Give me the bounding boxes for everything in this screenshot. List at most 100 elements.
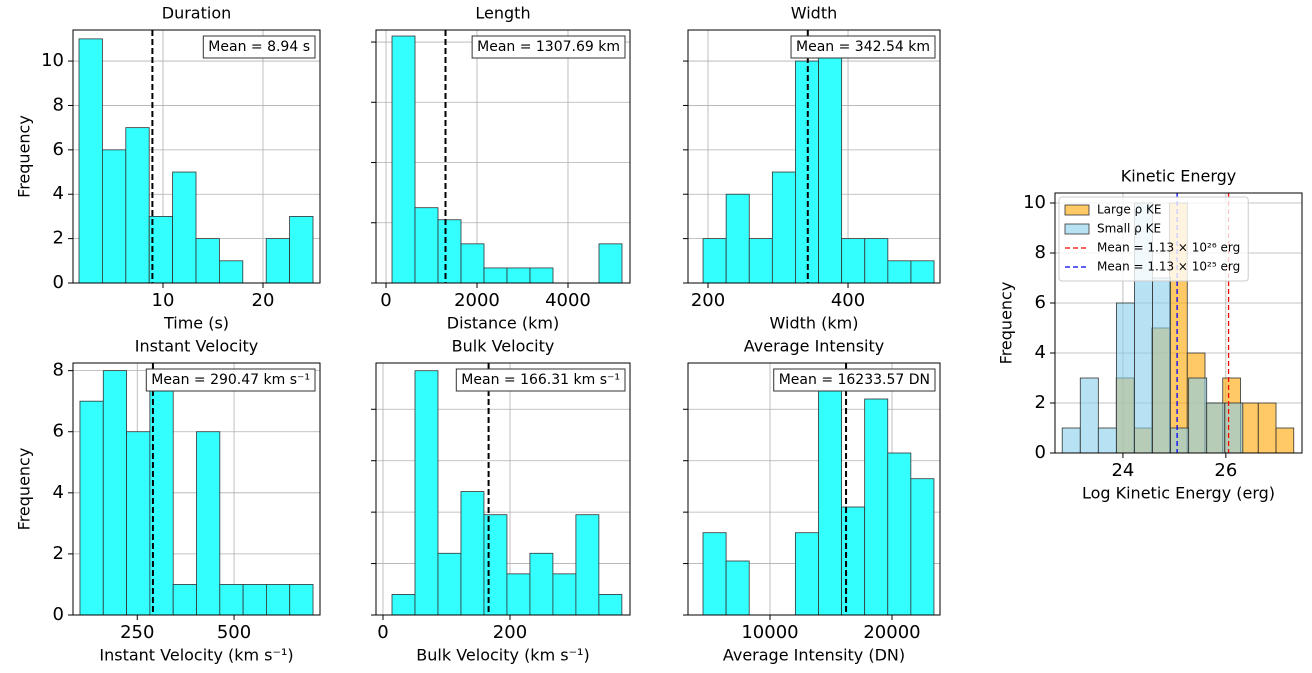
bar bbox=[598, 243, 623, 284]
bar bbox=[172, 171, 197, 284]
x-tick-label: 200 bbox=[493, 622, 527, 643]
y-tick-label: 6 bbox=[1035, 292, 1046, 313]
x-tick-label: 500 bbox=[217, 622, 251, 643]
bar bbox=[266, 584, 291, 616]
plot-frame bbox=[375, 362, 631, 616]
bar bbox=[702, 532, 727, 616]
bar bbox=[1061, 427, 1081, 454]
annotation-box bbox=[471, 35, 626, 59]
y-tick-label: 4 bbox=[53, 183, 64, 204]
y-tick-label: 8 bbox=[53, 94, 64, 115]
y-axis-label: Frequency bbox=[997, 282, 1016, 365]
bar bbox=[437, 552, 462, 616]
mean-label: Mean = 166.31 km s⁻¹ bbox=[461, 372, 620, 388]
bar bbox=[483, 267, 508, 284]
bar bbox=[126, 431, 151, 616]
y-tick-label: 4 bbox=[53, 482, 64, 503]
mean-annotation: Mean = 342.54 km bbox=[790, 35, 936, 59]
x-tick-label: 10000 bbox=[741, 622, 798, 643]
bar bbox=[1257, 402, 1277, 454]
bar bbox=[1152, 277, 1171, 454]
mean-label: Mean = 1307.69 km bbox=[477, 39, 620, 55]
x-tick-label: 26 bbox=[1214, 460, 1237, 481]
chart-title: Length bbox=[475, 4, 530, 23]
bar bbox=[218, 260, 244, 284]
mean-annotation: Mean = 166.31 km s⁻¹ bbox=[455, 368, 626, 392]
bar bbox=[1206, 402, 1226, 454]
y-axis-label: Frequency bbox=[15, 448, 34, 531]
annotation-box bbox=[455, 368, 626, 392]
annotation-box bbox=[202, 35, 316, 59]
y-tick-label: 2 bbox=[1035, 392, 1046, 413]
mean-label: Mean = 290.47 km s⁻¹ bbox=[151, 372, 310, 388]
x-tick-label: 400 bbox=[831, 290, 865, 311]
plot-frame bbox=[72, 29, 321, 284]
legend-label: Large ρ KE bbox=[1097, 203, 1161, 217]
chart-title: Duration bbox=[162, 4, 232, 23]
y-tick-label: 2 bbox=[53, 228, 64, 249]
bar bbox=[102, 370, 127, 616]
bar bbox=[289, 216, 314, 284]
bar bbox=[79, 400, 104, 616]
bar bbox=[575, 514, 600, 616]
chart-title: Kinetic Energy bbox=[1121, 167, 1237, 186]
bar bbox=[391, 35, 416, 284]
bar bbox=[391, 594, 416, 616]
x-tick-label: 20 bbox=[252, 290, 275, 311]
mean-label: Mean = 342.54 km bbox=[796, 39, 930, 55]
bar bbox=[265, 238, 291, 284]
bar bbox=[1224, 402, 1244, 454]
annotation-box bbox=[773, 368, 936, 392]
bar bbox=[598, 594, 623, 616]
bar bbox=[172, 584, 197, 616]
bar bbox=[414, 207, 439, 284]
bar bbox=[725, 560, 750, 616]
x-tick-label: 20000 bbox=[863, 622, 920, 643]
bar bbox=[818, 38, 843, 284]
bar bbox=[887, 260, 912, 284]
x-axis-label: Average Intensity (DN) bbox=[723, 646, 905, 665]
x-tick-label: 0 bbox=[377, 622, 388, 643]
x-axis-label: Bulk Velocity (km s⁻¹) bbox=[416, 646, 589, 665]
bar bbox=[1079, 377, 1099, 454]
y-tick-label: 6 bbox=[53, 139, 64, 160]
bar bbox=[78, 38, 103, 284]
x-tick-label: 0 bbox=[380, 290, 391, 311]
legend-swatch bbox=[1064, 223, 1090, 235]
y-tick-label: 10 bbox=[1023, 192, 1046, 213]
mean-annotation: Mean = 1307.69 km bbox=[471, 35, 626, 59]
bar bbox=[289, 584, 314, 616]
x-tick-label: 250 bbox=[120, 622, 154, 643]
chart-title: Width bbox=[791, 4, 837, 23]
bar bbox=[125, 127, 150, 284]
legend-label: Small ρ KE bbox=[1097, 222, 1161, 236]
x-tick-label: 24 bbox=[1111, 460, 1134, 481]
plot-frame bbox=[1054, 192, 1303, 454]
annotation-box bbox=[790, 35, 936, 59]
x-axis-label: Distance (km) bbox=[447, 314, 559, 333]
bar bbox=[195, 238, 220, 284]
bar bbox=[910, 478, 935, 616]
chart-title: Bulk Velocity bbox=[452, 337, 555, 356]
bar bbox=[702, 238, 727, 284]
legend-swatch bbox=[1064, 204, 1090, 216]
bar bbox=[841, 506, 866, 616]
y-tick-label: 8 bbox=[53, 360, 64, 381]
mean-label: Mean = 8.94 s bbox=[208, 39, 310, 55]
bar bbox=[437, 219, 462, 284]
bar bbox=[196, 431, 221, 616]
plot-frame bbox=[687, 362, 941, 616]
y-tick-label: 2 bbox=[53, 543, 64, 564]
bar bbox=[864, 398, 889, 616]
bar bbox=[1115, 302, 1135, 454]
x-tick-label: 10 bbox=[152, 290, 175, 311]
plot-frame bbox=[375, 29, 631, 284]
y-tick-label: 4 bbox=[1035, 342, 1046, 363]
y-tick-label: 6 bbox=[53, 421, 64, 442]
annotation-box bbox=[145, 368, 316, 392]
bar bbox=[841, 238, 866, 284]
bar bbox=[242, 584, 267, 616]
mean-annotation: Mean = 8.94 s bbox=[202, 35, 316, 59]
y-tick-label: 10 bbox=[41, 50, 64, 71]
